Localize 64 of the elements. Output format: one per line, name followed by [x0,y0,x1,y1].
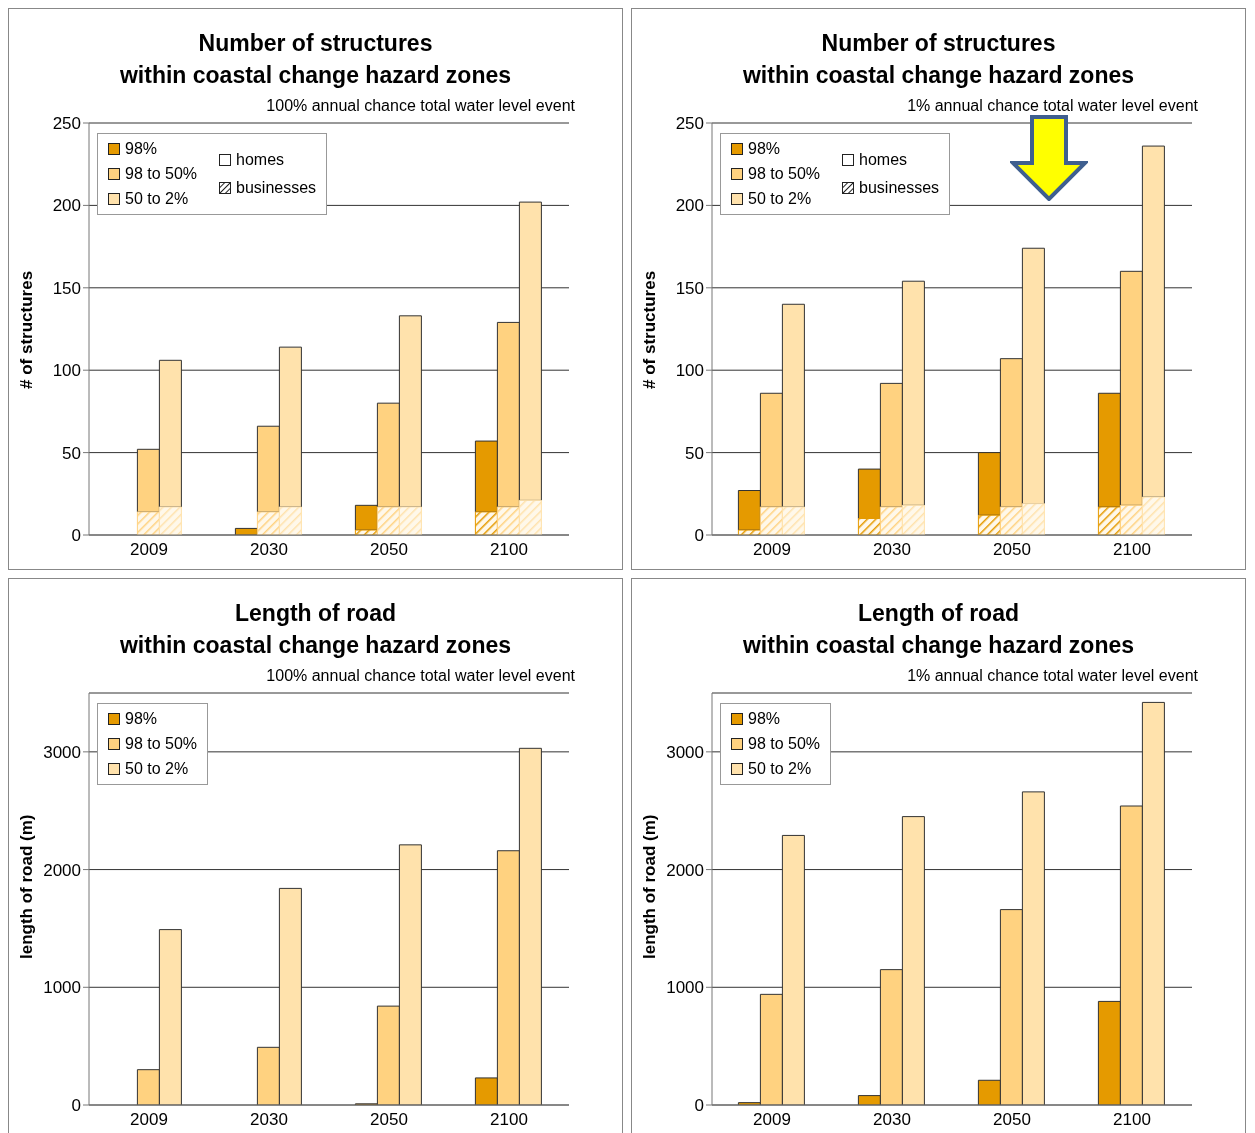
y-tick-label: 200 [675,196,704,216]
annotation: homes [859,151,908,169]
y-tick-label: 0 [71,1096,81,1116]
chart-title: Number of structures within coastal change hazard zones [741,29,1136,90]
chart-title: Length of road within coastal change hazard zones [741,599,1136,660]
y-tick-label: 100 [675,361,704,381]
legend-label: 50 to 2% [748,190,812,208]
x-tick-label: 2009 [753,540,791,560]
y-tick-label: 50 [685,443,704,463]
legend-label: 50 to 2% [748,760,812,778]
legend-label: 98 to 50% [748,735,821,753]
y-tick-label: 50 [62,443,81,463]
x-tick-label: 2030 [250,1110,288,1130]
y-axis-title: length of road (m) [17,814,37,959]
y-tick-label: 200 [52,196,81,216]
x-tick-label: 2050 [993,540,1031,560]
y-tick-label: 100 [52,361,81,381]
y-tick-label: 0 [694,526,704,546]
x-tick-label: 2009 [130,540,168,560]
x-tick-label: 2100 [490,540,528,560]
x-tick-label: 2009 [130,1110,168,1130]
legend-label: 98 to 50% [125,165,198,183]
x-tick-label: 2100 [1113,1110,1151,1130]
annotation: homes [236,151,285,169]
x-tick-label: 2009 [753,1110,791,1130]
y-tick-label: 250 [52,114,81,134]
y-tick-label: 1000 [43,978,81,998]
chart-subtitle: 1% annual chance total water level event [907,97,1198,114]
annotation: businesses [859,179,940,197]
y-axis-title: # of structures [17,270,37,389]
chart-title: Number of structures within coastal change hazard zones [118,29,513,90]
annotation: businesses [236,179,317,197]
legend-label: 50 to 2% [125,190,189,208]
chart-subtitle: 100% annual chance total water level event [265,667,576,686]
y-tick-label: 150 [52,278,81,298]
y-tick-label: 150 [675,278,704,298]
y-tick-label: 250 [675,114,704,134]
legend-label: 98% [125,710,158,728]
chart-title: Length of road within coastal change hazard zones [118,599,513,660]
legend-label: 98% [748,710,781,728]
y-tick-label: 2000 [666,860,704,880]
x-tick-label: 2050 [993,1110,1031,1130]
y-tick-label: 1000 [666,978,704,998]
x-tick-label: 2030 [873,540,911,560]
x-tick-label: 2050 [370,1110,408,1130]
legend-label: 98 to 50% [748,165,821,183]
x-tick-label: 2100 [1113,540,1151,560]
chart-subtitle: 100% annual chance total water level event [266,97,575,114]
y-tick-label: 0 [694,1096,704,1116]
legend-label: 50 to 2% [125,760,189,778]
legend-label: 98% [748,140,781,158]
x-tick-label: 2030 [873,1110,911,1130]
legend-label: 98 to 50% [125,735,198,753]
legend-label: 98% [125,140,158,158]
y-tick-label: 3000 [43,742,81,762]
x-tick-label: 2100 [490,1110,528,1130]
chart-subtitle: 1% annual chance total water level event [906,667,1199,686]
x-tick-label: 2030 [250,540,288,560]
y-axis-title: # of structures [640,270,660,389]
y-axis-title: length of road (m) [640,814,660,959]
y-tick-label: 2000 [43,860,81,880]
x-tick-label: 2050 [370,540,408,560]
y-tick-label: 0 [71,526,81,546]
y-tick-label: 3000 [666,742,704,762]
